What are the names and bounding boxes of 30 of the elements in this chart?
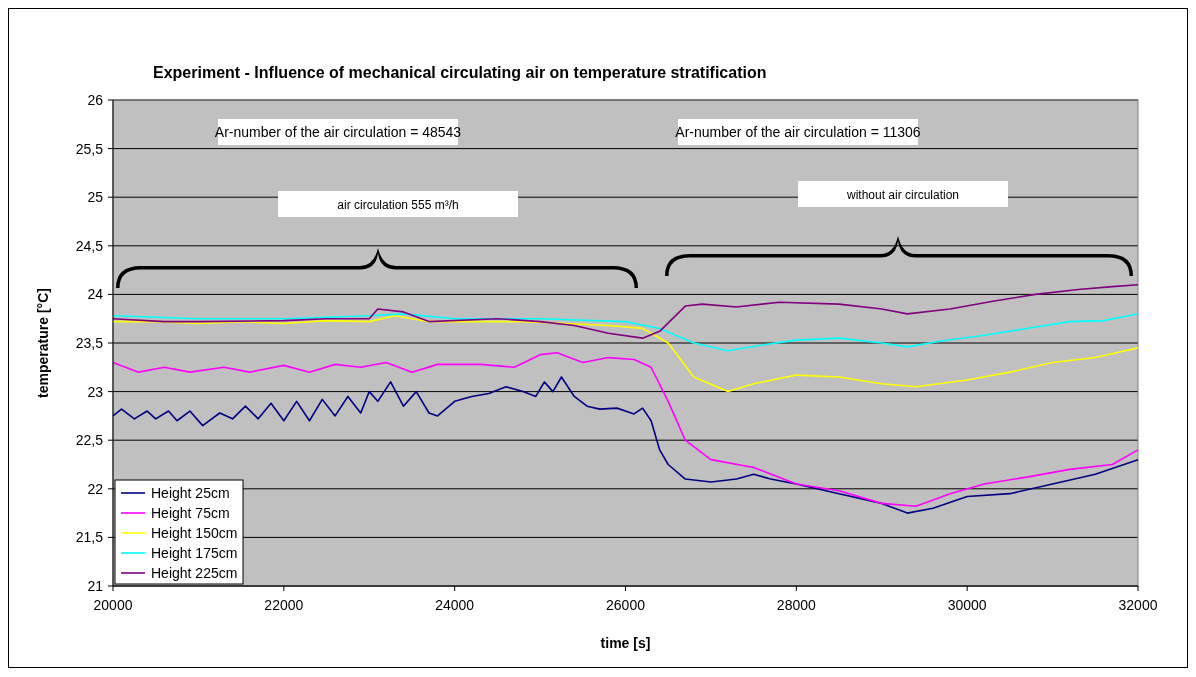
annotation: Ar-number of the air circulation = 11306 (675, 124, 921, 140)
x-tick-label: 28000 (776, 597, 817, 613)
y-tick-label: 25,5 (75, 140, 104, 157)
y-tick-label: 24,5 (75, 237, 104, 254)
x-tick-label: 30000 (947, 597, 987, 613)
x-axis-title: time [s] (600, 635, 651, 651)
y-tick-label: 21,5 (75, 529, 104, 546)
y-tick-label: 22,5 (75, 432, 104, 449)
legend-label: Height 150cm (151, 525, 238, 541)
legend-label: Height 25cm (151, 485, 230, 501)
legend-label: Height 175cm (151, 545, 238, 561)
y-axis-title: temperature [°C] (35, 288, 51, 398)
annotation: Ar-number of the air circulation = 48543 (214, 124, 462, 140)
y-tick-label: 25 (87, 189, 104, 206)
chart-title: Experiment - Influence of mechanical circulating air on temperature stratification (153, 64, 767, 81)
legend-label: Height 225cm (151, 565, 238, 581)
y-tick-label: 21 (87, 578, 104, 594)
y-tick-label: 24 (87, 286, 104, 303)
y-tick-label: 23,5 (75, 335, 104, 351)
annotation: without air circulation (845, 188, 960, 202)
x-tick-label: 24000 (435, 597, 475, 613)
y-tick-label: 22 (87, 480, 104, 497)
x-tick-label: 22000 (264, 597, 304, 613)
y-tick-label: 26 (87, 92, 104, 108)
x-tick-label: 32000 (1118, 597, 1158, 613)
x-tick-label: 20000 (93, 597, 133, 613)
legend-label: Height 75cm (151, 505, 230, 521)
y-tick-label: 23 (87, 383, 104, 400)
x-tick-label: 26000 (606, 597, 646, 613)
annotation: air circulation 555 m³/h (337, 198, 459, 212)
